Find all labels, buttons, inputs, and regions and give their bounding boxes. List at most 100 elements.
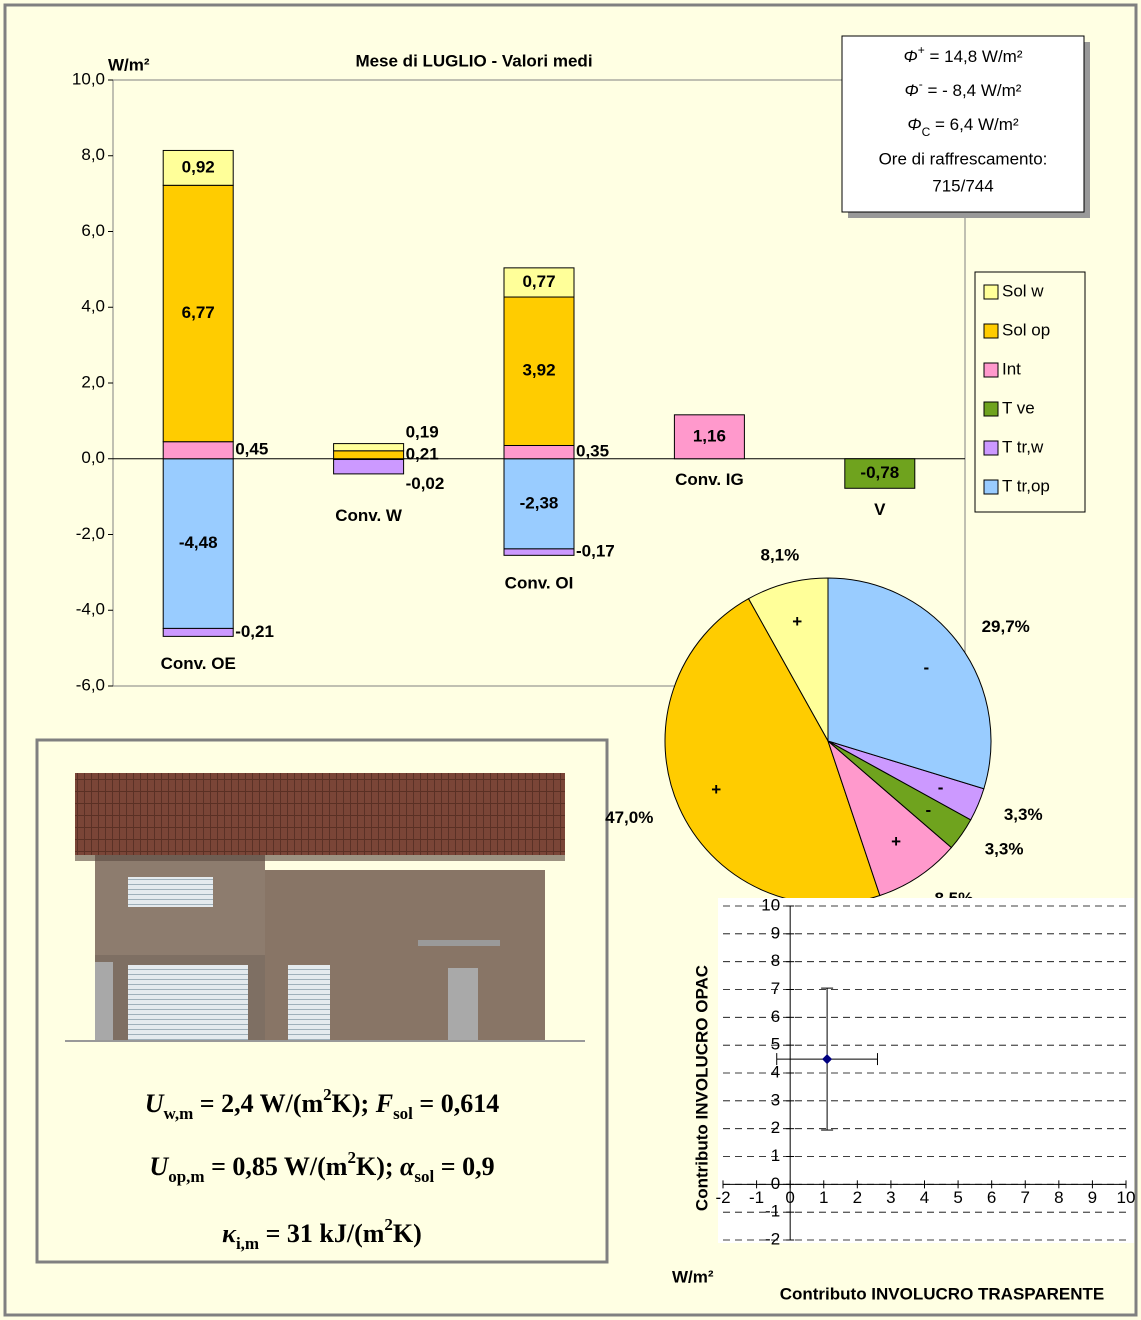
pie-sign: + [792, 612, 802, 631]
legend [974, 271, 1086, 513]
y-tick-label: 8 [771, 951, 780, 970]
window [128, 877, 213, 907]
formula: Uw,m = 2,4 W/(m2K); Fsol = 0,614 [145, 1085, 499, 1123]
y-tick-label: -2 [765, 1229, 780, 1248]
legend-label: T tr,op [1002, 476, 1050, 495]
symbol: Φ [903, 47, 917, 66]
roof-shadow [75, 855, 565, 861]
data-label: 0,77 [522, 272, 555, 291]
info-line: 715/744 [932, 176, 993, 195]
pie-label: 47,0% [605, 808, 653, 827]
data-label: -0,78 [860, 463, 899, 482]
text: K); [332, 1089, 376, 1118]
legend-label: T ve [1002, 398, 1035, 417]
subscript: sol [414, 1167, 434, 1186]
bar-segment [503, 296, 575, 446]
x-tick-label: 1 [819, 1188, 828, 1207]
text: = 0,9 [434, 1152, 494, 1181]
text: = 0,614 [413, 1089, 499, 1118]
bar-segment [844, 458, 916, 489]
y-tick-label: 4 [771, 1062, 780, 1081]
pie-sign: + [711, 780, 721, 799]
x-tick-label: 3 [886, 1188, 895, 1207]
pie-sign: + [891, 832, 901, 851]
legend-swatch [983, 440, 999, 456]
legend-swatch [983, 362, 999, 378]
y-tick-label: 6,0 [81, 221, 105, 240]
subscript: sol [393, 1104, 413, 1123]
category-label: Conv. OI [505, 574, 574, 593]
subscript: w,m [164, 1104, 194, 1123]
y-tick-label: 0 [771, 1174, 780, 1193]
symbol: Φ [905, 81, 919, 100]
y-tick-label: 0,0 [81, 448, 105, 467]
data-label: 0,45 [235, 440, 268, 459]
y-tick-label: -4,0 [76, 600, 105, 619]
category-label: Conv. W [335, 506, 403, 525]
formula: Uop,m = 0,85 W/(m2K); αsol = 0,9 [149, 1148, 494, 1186]
bar-segment [333, 450, 405, 460]
x-tick-label: 2 [853, 1188, 862, 1207]
bar-segment [333, 459, 405, 475]
category-label: Conv. IG [675, 470, 744, 489]
data-label: 0,35 [576, 442, 609, 461]
text: = 6,4 W/m² [930, 115, 1019, 134]
text: = 2,4 W/(m [193, 1089, 323, 1118]
text: = - 8,4 W/m² [923, 81, 1022, 100]
y-unit: W/m² [108, 55, 150, 74]
x-axis-title: Contributo INVOLUCRO TRASPARENTE [780, 1284, 1105, 1303]
x-tick-label: -1 [749, 1188, 764, 1207]
x-tick-label: 8 [1054, 1188, 1063, 1207]
y-tick-label: 10 [761, 895, 780, 914]
data-label: 0,19 [406, 422, 439, 441]
pie-sign: - [925, 800, 931, 819]
legend-label: Int [1002, 359, 1021, 378]
y-tick-label: 10,0 [72, 69, 105, 88]
symbol: α [400, 1152, 415, 1181]
data-label: -0,02 [406, 474, 445, 493]
category-label: V [874, 500, 886, 519]
y-axis-title: Contributo INVOLUCRO OPAC [692, 965, 711, 1211]
x-unit: W/m² [672, 1267, 714, 1286]
pie-sign: - [923, 658, 929, 677]
bar-segment [673, 414, 745, 460]
x-tick-label: 7 [1021, 1188, 1030, 1207]
text: = 0,85 W/(m [205, 1152, 348, 1181]
legend-swatch [983, 479, 999, 495]
legend-label: T tr,w [1002, 437, 1044, 456]
superscript: + [918, 43, 925, 57]
bar-segment [162, 184, 234, 443]
formula: κi,m = 31 kJ/(m2K) [222, 1215, 422, 1253]
legend-label: Sol op [1002, 320, 1050, 339]
legend-label: Sol w [1002, 281, 1044, 300]
text: K); [356, 1152, 400, 1181]
legend-swatch [983, 401, 999, 417]
x-tick-label: 6 [987, 1188, 996, 1207]
superscript: - [919, 77, 923, 91]
y-tick-label: 5 [771, 1035, 780, 1054]
info-line: Φ- = - 8,4 W/m² [905, 77, 1022, 100]
bar-segment [333, 443, 405, 452]
y-tick-label: 2,0 [81, 372, 105, 391]
subscript: op,m [168, 1167, 204, 1186]
info-line: ΦC = 6,4 W/m² [907, 115, 1019, 139]
text: = 31 kJ/(m [259, 1219, 385, 1248]
pie-slice [827, 577, 992, 790]
y-tick-label: 1 [771, 1146, 780, 1165]
pie-slice [826, 739, 953, 897]
pie-label: 29,7% [982, 617, 1030, 636]
superscript: 2 [323, 1085, 332, 1104]
x-tick-label: -2 [715, 1188, 730, 1207]
plot-area [718, 898, 1134, 1243]
y-tick-label: -6,0 [76, 675, 105, 694]
y-tick-label: 3 [771, 1090, 780, 1109]
x-tick-label: 9 [1088, 1188, 1097, 1207]
y-tick-label: 7 [771, 979, 780, 998]
pie-sign: - [938, 778, 944, 797]
symbol: U [145, 1089, 165, 1118]
bar-segment [503, 548, 575, 556]
subscript: C [922, 125, 931, 139]
data-label: 0,21 [406, 444, 439, 463]
y-tick-label: 6 [771, 1007, 780, 1026]
